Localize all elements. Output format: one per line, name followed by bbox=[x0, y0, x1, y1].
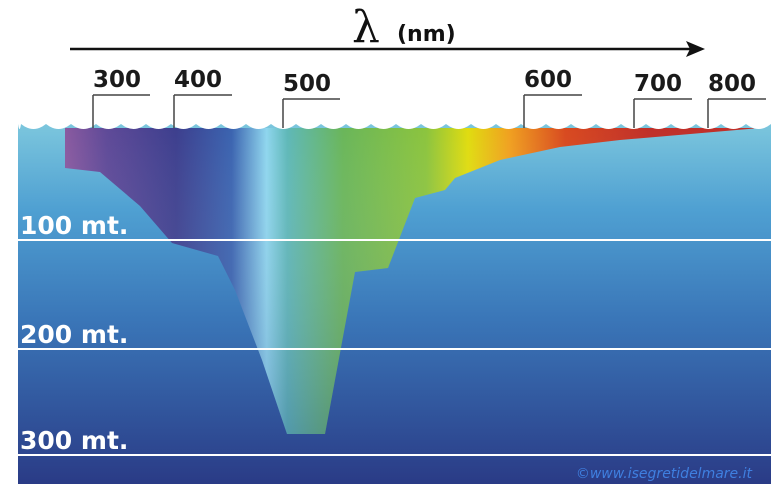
axis-unit-label: (nm) bbox=[397, 22, 456, 47]
depth-label-300: 300 mt. bbox=[20, 426, 128, 455]
wavelength-label-400: 400 bbox=[174, 67, 222, 93]
wavelength-tick-500: 500 bbox=[282, 71, 340, 128]
wavelength-tick-600: 600 bbox=[523, 67, 582, 128]
wavelength-tick-300: 300 bbox=[92, 67, 150, 128]
depth-label-100: 100 mt. bbox=[20, 211, 128, 240]
depth-label-200: 200 mt. bbox=[20, 320, 128, 349]
wave-icon bbox=[18, 112, 771, 129]
wave-caps bbox=[18, 112, 771, 129]
wavelength-label-500: 500 bbox=[283, 71, 331, 97]
wavelength-label-800: 800 bbox=[708, 71, 756, 97]
axis-lambda-symbol: λ bbox=[352, 2, 380, 53]
arrow-right-icon bbox=[686, 41, 705, 57]
credit-link[interactable]: ©www.isegretidelmare.it bbox=[576, 466, 753, 482]
wavelength-label-600: 600 bbox=[524, 67, 572, 93]
wavelength-tick-400: 400 bbox=[173, 67, 232, 128]
light-spectrum-shading bbox=[65, 128, 760, 434]
wavelength-tick-800: 800 bbox=[707, 71, 766, 128]
wavelength-tick-700: 700 bbox=[633, 71, 692, 128]
wavelength-label-300: 300 bbox=[93, 67, 141, 93]
wavelength-label-700: 700 bbox=[634, 71, 682, 97]
